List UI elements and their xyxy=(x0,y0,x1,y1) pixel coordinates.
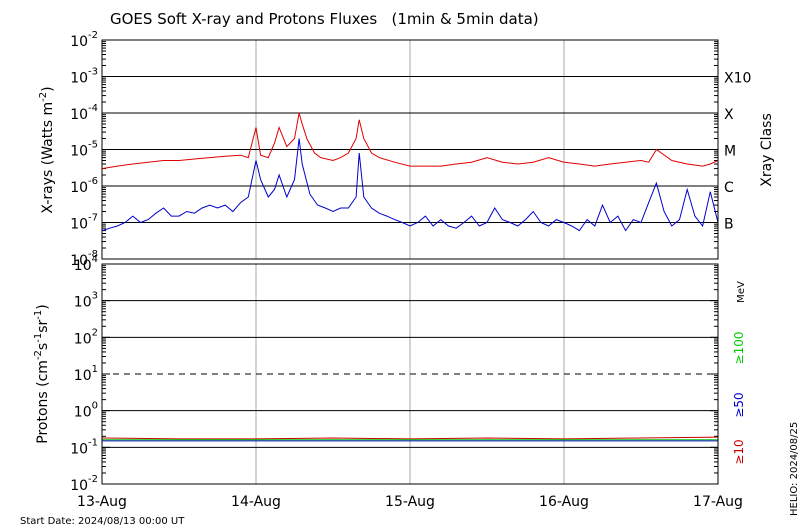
proton-panel: 10-2 10-1 100 101 102 103 104 Protons (cm-2s-1s… xyxy=(33,254,747,494)
protons-y-tick-label: 101 xyxy=(74,364,98,384)
x-tick-label: 16-Aug xyxy=(539,494,589,510)
protons-y-tick-label: 100 xyxy=(74,401,98,421)
xray-frame xyxy=(101,39,719,260)
proton-legend-label: ≥10 xyxy=(732,439,746,464)
xray-y-tick-label: 10-2 xyxy=(70,30,98,50)
xray-y-axis-label: X-rays (Watts m-2) xyxy=(38,86,56,213)
xray-y-tick-label: 10-4 xyxy=(70,103,98,123)
xray-class-axis-label: Xray Class xyxy=(759,113,775,187)
protons-frame xyxy=(101,263,719,485)
xray-class-label: X xyxy=(724,107,734,123)
proton-energy-unit: MeV xyxy=(736,281,747,303)
xray-class-label: C xyxy=(724,180,734,196)
xray-y-tick-label: 10-7 xyxy=(70,213,98,233)
x-tick-label: 17-Aug xyxy=(693,494,743,510)
start-date-label: Start Date: 2024/08/13 00:00 UT xyxy=(20,516,185,527)
xray-y-tick-label: 10-8 xyxy=(70,249,98,269)
proton-y-axis-label: Protons (cm-2s-1sr-1) xyxy=(33,304,51,443)
xray-y-tick-label: 10-5 xyxy=(70,140,98,160)
xray-class-label: X10 xyxy=(724,71,751,87)
helio-date-label: HELIO: 2024/08/25 xyxy=(789,422,800,516)
protons-y-tick-label: 10-1 xyxy=(70,437,98,457)
x-tick-label: 13-Aug xyxy=(77,494,127,510)
x-tick-label: 14-Aug xyxy=(231,494,281,510)
xray-class-label: M xyxy=(724,144,736,160)
xray-panel: 10-8 10-7 10-6 10-5 10-4 10-3 10-2 X10 X M C B Xray … xyxy=(38,30,775,269)
protons-y-tick-label: 10-2 xyxy=(70,474,98,494)
xray-class-label: B xyxy=(724,217,734,233)
xray-y-tick-label: 10-6 xyxy=(70,176,98,196)
protons-series-line xyxy=(101,436,719,440)
chart-title: GOES Soft X-ray and Protons Fluxes (1min… xyxy=(110,10,539,28)
proton-legend-label: ≥50 xyxy=(732,392,746,417)
proton-legend-label: ≥100 xyxy=(732,332,746,365)
protons-y-tick-label: 103 xyxy=(74,291,98,311)
x-tick-label: 15-Aug xyxy=(385,494,435,510)
xray-y-tick-label: 10-3 xyxy=(70,67,98,87)
protons-y-tick-label: 102 xyxy=(74,327,98,347)
protons-y-tick-label: 104 xyxy=(74,254,98,274)
xray-series-line xyxy=(101,138,719,232)
time-axis: 13-Aug 14-Aug 15-Aug 16-Aug 17-Aug xyxy=(77,494,743,510)
xray-series-line xyxy=(101,112,719,170)
